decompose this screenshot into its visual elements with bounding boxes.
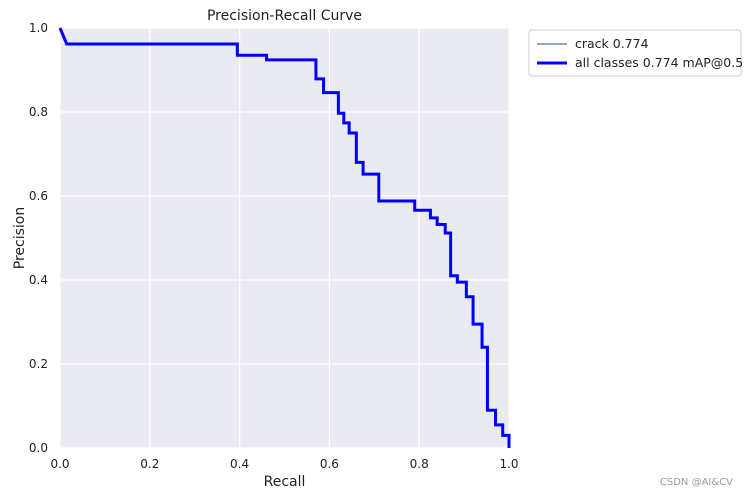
x-tick-label: 0.4 — [230, 457, 249, 471]
x-tick-label: 0.0 — [50, 457, 69, 471]
plot-area — [58, 27, 511, 449]
legend-box — [528, 29, 742, 77]
y-tick-label: 0.6 — [29, 189, 48, 203]
series-line-all-classes — [58, 27, 511, 448]
y-tick-label: 0.8 — [29, 105, 48, 119]
chart-title: Precision-Recall Curve — [207, 8, 362, 24]
watermark: CSDN @AI&CV — [659, 477, 733, 488]
x-axis-label: Recall — [264, 474, 306, 490]
y-axis-label: Precision — [12, 207, 28, 269]
x-tick-label: 1.0 — [499, 457, 518, 471]
x-tick-label: 0.6 — [320, 457, 339, 471]
y-tick-label: 0.2 — [29, 357, 48, 371]
legend-label-all-classes: all classes 0.774 mAP@0.5 — [575, 55, 743, 70]
x-tick-label: 0.8 — [410, 457, 429, 471]
x-tick-label: 0.2 — [140, 457, 159, 471]
y-tick-label: 0.4 — [29, 273, 48, 287]
series-lines — [58, 27, 511, 448]
x-axis-ticks: 0.0 0.2 0.4 0.6 0.8 1.0 — [50, 457, 518, 471]
grid-lines — [59, 27, 510, 449]
y-tick-label: 1.0 — [29, 21, 48, 35]
legend: crack 0.774 all classes 0.774 mAP@0.5 — [528, 29, 743, 77]
y-axis-ticks: 0.0 0.2 0.4 0.6 0.8 1.0 — [29, 21, 48, 455]
plot-background — [60, 28, 509, 448]
legend-label-crack: crack 0.774 — [575, 36, 649, 51]
y-tick-label: 0.0 — [29, 441, 48, 455]
